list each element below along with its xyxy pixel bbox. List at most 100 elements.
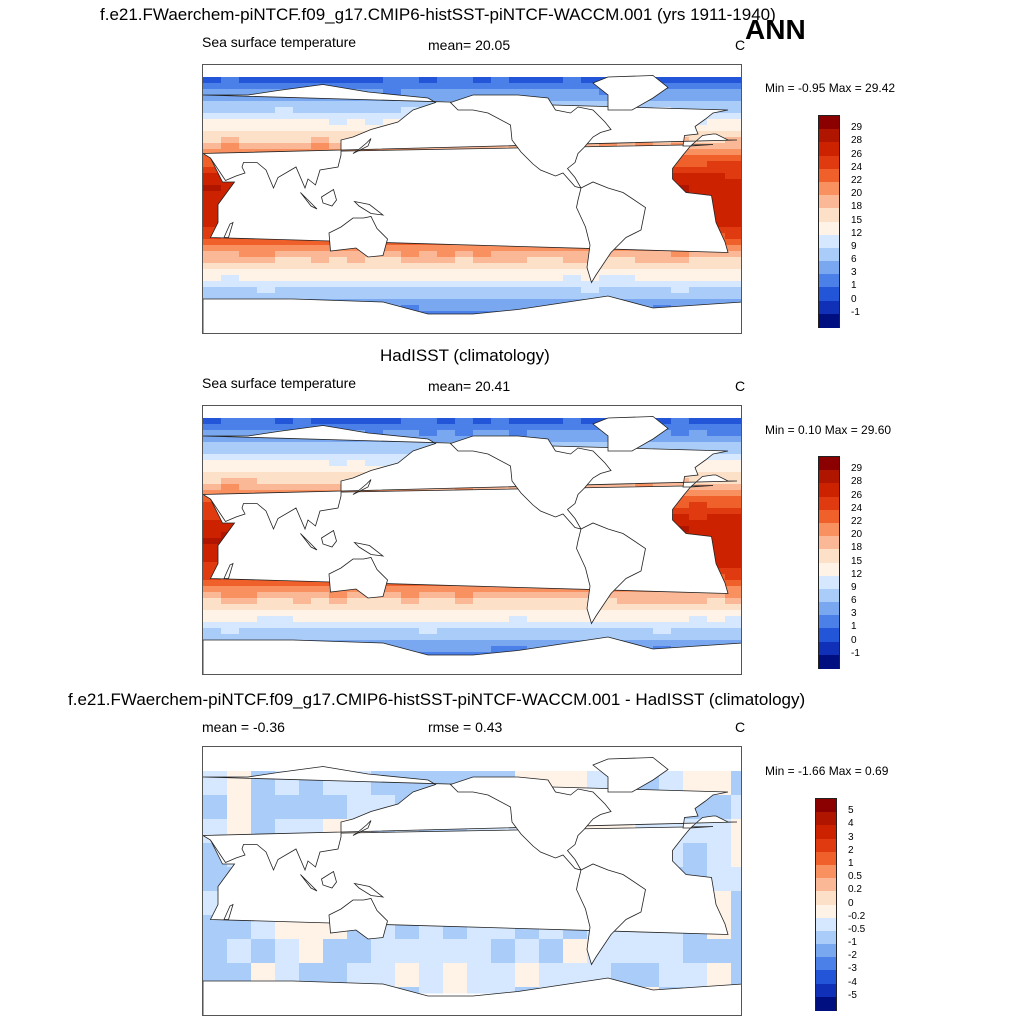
map-cell [503,251,510,258]
map-cell [467,430,474,437]
map-cell [713,299,720,306]
map-cell [293,448,300,455]
map-cell [707,293,714,300]
map-cell [461,245,468,252]
map-cell [359,119,366,126]
map-cell [737,167,741,174]
map-cell [275,466,282,473]
map-cell [605,287,612,294]
map-cell [467,263,474,270]
map-cell [209,448,216,455]
map-cell [233,149,240,156]
map-cell [533,287,540,294]
map-cell [281,77,288,84]
map-cell [311,77,318,84]
map-cell [389,257,396,264]
map-cell [245,101,252,108]
map-cell [365,77,372,84]
map-cell [677,77,684,84]
map-cell [731,263,738,270]
map-cell [311,418,318,425]
map-cell [275,418,282,425]
map-cell [689,95,696,102]
map-cell [299,484,306,491]
map-cell [653,263,660,270]
map-cell [635,269,642,276]
map-cell [425,257,432,264]
map-cell [329,251,336,258]
map-cell [287,83,294,90]
map-cell [545,257,552,264]
map-cell [239,107,246,114]
map-cell [563,95,570,102]
map-cell [503,424,510,431]
map-cell [503,418,510,425]
map-cell [485,257,492,264]
map-cell [683,155,690,162]
map-cell [221,263,228,270]
map-cell [371,281,378,288]
landmass [203,84,738,190]
map-cell [665,101,672,108]
map-cell [413,257,420,264]
map-cell [731,448,738,455]
map-cell [269,281,276,288]
map-cell [209,424,216,431]
map-cell [701,275,708,282]
map-cell [413,293,420,300]
map-cell [233,119,240,126]
map-cell [569,83,576,90]
map-cell [431,436,438,443]
map-cell [485,293,492,300]
map-cell [305,472,312,479]
map-cell [713,185,720,192]
map-cell [401,287,408,294]
map-cell [635,275,642,282]
map-cell [209,460,216,467]
map-cell [683,299,690,306]
map-cell [293,119,300,126]
map-cell [479,257,486,264]
map-cell [533,424,540,431]
map-cell [689,490,696,497]
map-cell [719,430,726,437]
map-cell [305,239,312,246]
map-cell [677,161,684,168]
map-cell [491,281,498,288]
map-cell [293,442,300,449]
map-cell [443,257,450,264]
map-cell [707,161,714,168]
map-cell [245,448,252,455]
map-cell [359,101,366,108]
map-cell [233,107,240,114]
map-cell [467,251,474,258]
map-cell [209,263,216,270]
map-cell [341,281,348,288]
map-cell [383,245,390,252]
map-cell [629,275,636,282]
map-cell [377,113,384,120]
map-cell [467,293,474,300]
map-cell [329,466,336,473]
map-cell [551,101,558,108]
map-cell [227,460,234,467]
map-cell [305,442,312,449]
map-cell [509,245,516,252]
map-cell [713,293,720,300]
map-cell [269,137,276,144]
map-cell [713,167,720,174]
map-cell [233,466,240,473]
map-cell [605,263,612,270]
map-cell [233,454,240,461]
map-cell [293,418,300,425]
map-cell [665,281,672,288]
map-cell [479,269,486,276]
map-cell [701,101,708,108]
map-cell [413,305,420,312]
map-cell [353,83,360,90]
map-cell [659,287,666,294]
map-cell [689,299,696,306]
map-cell [707,143,714,150]
colorbar-swatch [819,274,839,288]
map-cell [353,442,360,449]
